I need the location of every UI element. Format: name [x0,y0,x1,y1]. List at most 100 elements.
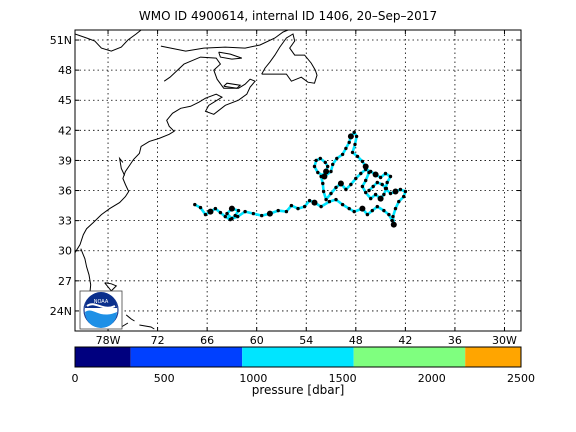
float-position-marker [364,190,368,195]
float-position-marker [371,184,375,189]
float-position-marker [380,182,384,187]
float-position-marker [382,192,386,197]
float-position-marker [373,192,378,197]
float-position-marker [331,162,335,167]
lat-tick-label: 30 [58,245,72,258]
float-position-marker [236,214,240,219]
colorbar-tick-label: 2500 [507,372,535,385]
float-position-marker [296,206,300,211]
float-position-marker [203,212,208,217]
float-position-marker [243,209,247,214]
colorbar-segment [130,347,243,367]
longitude-tick-labels: 78W 72 66 60 54 48 42 36 30W [96,334,517,347]
float-position-marker [403,189,408,194]
map-frame [74,29,522,332]
colorbar-tick-label: 0 [72,372,79,385]
float-position-marker [372,171,379,178]
float-position-marker [316,170,320,175]
float-position-marker [326,164,330,169]
float-position-marker [390,218,394,223]
lon-tick-label: 54 [299,334,313,347]
lat-tick-label: 33 [58,215,72,228]
float-position-marker [398,187,403,192]
float-position-marker [314,158,318,163]
lat-tick-label: 27 [58,275,72,288]
colorbar-tick-label: 1500 [329,372,357,385]
float-position-marker [329,191,333,196]
coastline [125,314,135,322]
lon-tick-label: 66 [200,334,214,347]
float-position-marker [390,221,397,228]
float-position-marker [359,171,363,176]
float-position-marker [334,197,338,202]
colorbar-frame [74,346,522,368]
float-position-marker [276,208,280,213]
coastline [75,30,142,52]
float-position-marker [355,154,360,159]
float-position-marker [364,178,368,183]
colorbar-tick-label: 2000 [418,372,446,385]
float-position-marker [383,171,388,176]
float-position-marker [365,212,370,217]
float-position-marker [344,187,348,192]
map-title: WMO ID 4900614, internal ID 1406, 20–Sep… [138,9,438,23]
float-position-marker [284,209,289,214]
float-position-marker [377,195,384,202]
float-position-marker [321,173,328,180]
float-position-marker [347,140,351,145]
float-position-marker [323,160,327,165]
float-position-marker [337,180,344,187]
float-position-marker [344,146,348,151]
colorbar-label: pressure [dbar] [251,383,345,397]
float-position-marker [335,156,339,161]
grid-lines [75,30,521,331]
coastline [218,51,242,60]
float-position-marker [302,204,307,209]
float-position-marker [321,189,326,194]
float-position-marker [359,205,366,212]
coastline [160,30,289,52]
float-position-marker [225,211,229,216]
coastline [104,282,118,292]
float-position-marker [347,133,354,140]
lon-tick-label: 30W [492,334,517,347]
float-position-marker [334,185,338,190]
float-position-marker [367,170,371,175]
coastline [118,156,126,176]
float-position-marker [350,150,355,155]
lat-tick-label: 42 [58,124,72,137]
float-position-marker [260,213,264,218]
float-position-marker [387,212,391,217]
lat-tick-label: 48 [58,64,72,77]
colorbar-segment [465,347,521,367]
float-position-marker [382,208,386,213]
float-position-marker [207,208,214,215]
colorbar-tick-label: 1000 [239,372,267,385]
lat-tick-label: 39 [58,154,72,167]
lat-tick-label: 24N [50,305,72,318]
lon-tick-label: 36 [448,334,462,347]
lat-tick-label: 45 [58,94,72,107]
noaa-logo-icon: NOAA [79,290,123,330]
float-position-marker [340,152,345,157]
float-position-marker [354,176,358,181]
float-position-marker [266,210,273,217]
map-background [75,30,521,331]
float-position-marker [352,209,356,214]
float-position-marker [318,156,322,161]
coastline [261,33,318,84]
float-position-marker [367,188,371,193]
float-position-marker [312,164,317,169]
colorbar-segment [75,347,131,367]
float-position-marker [323,168,330,175]
float-position-marker [251,211,256,216]
colorbar-segment [242,347,354,367]
float-position-marker [360,184,365,189]
coastline [139,324,155,330]
lon-tick-label: 60 [250,334,264,347]
lon-tick-label: 42 [398,334,412,347]
float-position-marker [402,194,406,199]
latitude-tick-labels: 51N 48 45 42 39 36 33 30 27 24N [50,34,72,318]
float-position-marker [218,210,223,215]
